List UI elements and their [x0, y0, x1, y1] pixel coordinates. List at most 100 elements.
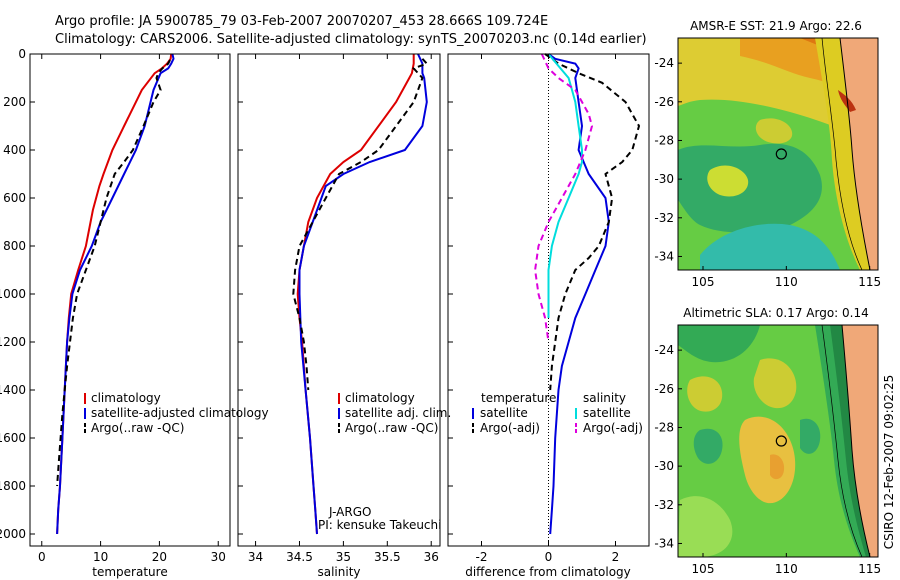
sla-ytick-label: -32: [654, 498, 674, 512]
sst-ytick-label: -24: [654, 56, 674, 70]
sst-xtick-label: 105: [692, 275, 715, 289]
temperature-xtick-label: 0: [38, 550, 46, 564]
salinity-panel: 34 34.5 35 35.5 36 salinity climatologysatel…: [237, 53, 451, 579]
salinity-frame: [237, 53, 441, 547]
difference-series-temperature-satellite: [547, 53, 610, 535]
sst-xtick-label: 115: [858, 275, 881, 289]
temperature-xtick-label: 30: [211, 550, 226, 564]
temperature-xtick-label: 10: [93, 550, 108, 564]
difference-lines: [534, 53, 641, 535]
difference-xtick-label: 2: [612, 550, 620, 564]
difference-legend-heading: temperature: [481, 391, 556, 405]
difference-ticks: -2 0 2: [448, 53, 620, 564]
depth-tick-label: 2000: [0, 527, 26, 541]
temperature-legend-label: Argo(..raw -QC): [91, 421, 184, 435]
sla-ticks: 105 110 115 -24 -26 -28 -30 -32 -34: [654, 343, 881, 576]
temperature-legend-label: climatology: [91, 391, 161, 405]
sla-ytick-label: -28: [654, 420, 674, 434]
difference-legend: temperaturesatelliteArgo(-adj)salinitysa…: [472, 391, 643, 435]
salinity-legend-label: Argo(..raw -QC): [345, 421, 438, 435]
title-line-2: Climatology: CARS2006. Satellite-adjuste…: [55, 32, 647, 47]
temperature-series-argo-raw-qc: [56, 59, 171, 487]
difference-legend-label: satellite: [583, 406, 631, 420]
salinity-xlabel: salinity: [317, 565, 360, 579]
difference-series-temperature-argo-adj: [544, 53, 641, 391]
difference-xlabel: difference from climatology: [465, 565, 631, 579]
salinity-series-satellite-adj-clim: [298, 53, 428, 535]
sst-frame: [677, 37, 879, 271]
difference-legend-heading: salinity: [583, 391, 626, 405]
difference-legend-label: Argo(-adj): [583, 421, 643, 435]
sla-ytick-label: -34: [654, 536, 674, 550]
sst-float-marker: [775, 148, 787, 160]
depth-tick-label: 600: [3, 191, 26, 205]
salinity-legend-label: satellite adj. clim.: [345, 406, 451, 420]
sla-field: [678, 325, 878, 557]
difference-xtick-label: 0: [545, 550, 553, 564]
sla-ytick-label: -26: [654, 382, 674, 396]
sla-argo-value: 0.14: [842, 306, 869, 320]
difference-legend-label: Argo(-adj): [480, 421, 540, 435]
salinity-series-argo-raw-qc: [292, 58, 429, 391]
temperature-xlabel: temperature: [92, 565, 167, 579]
sla-float-marker: [775, 435, 787, 447]
depth-tick-label: 1800: [0, 479, 26, 493]
sst-ytick-label: -32: [654, 211, 674, 225]
difference-legend-label: satellite: [480, 406, 528, 420]
side-timestamp: CSIRO 12-Feb-2007 09:02:25: [882, 375, 896, 550]
sst-ytick-label: -26: [654, 95, 674, 109]
sla-xtick-label: 110: [775, 562, 798, 576]
salinity-ticks: 34 34.5 35 35.5 36: [238, 53, 439, 564]
depth-tick-label: 0: [18, 47, 26, 61]
temperature-ticks: 0 10 20 30 0 200 400 600 800 1000 1200 1400 1600 1800…: [0, 47, 226, 564]
sst-xtick-label: 110: [775, 275, 798, 289]
salinity-annotation-program: J-ARGO: [328, 505, 371, 519]
depth-tick-label: 1600: [0, 431, 26, 445]
sst-ytick-label: -30: [654, 172, 674, 186]
temperature-lines: [56, 53, 175, 535]
depth-tick-label: 1200: [0, 335, 26, 349]
sst-value: 21.9: [769, 19, 796, 33]
sla-xtick-label: 105: [692, 562, 715, 576]
difference-xtick-label: -2: [476, 550, 488, 564]
salinity-legend-label: climatology: [345, 391, 415, 405]
depth-tick-label: 1000: [0, 287, 26, 301]
salinity-xtick-label: 35: [336, 550, 351, 564]
sla-map-title: Altimetric SLA: 0.17 Argo: 0.14: [683, 306, 868, 320]
sst-map-panel: AMSR-E SST: 21.9 Argo: 22.6 105 110 115 -24…: [654, 19, 881, 289]
sst-ytick-label: -34: [654, 249, 674, 263]
difference-series-salinity-argo-adj: [534, 53, 594, 343]
sla-ytick-label: -30: [654, 459, 674, 473]
sla-ytick-label: -24: [654, 343, 674, 357]
temperature-series-satellite-adjusted-climatology: [56, 53, 175, 535]
temperature-legend-label: satellite-adjusted climatology: [91, 406, 269, 420]
salinity-xtick-label: 34: [248, 550, 263, 564]
salinity-xtick-label: 36: [424, 550, 439, 564]
temperature-panel: 0 10 20 30 0 200 400 600 800 1000 1200 1400 1600 1800…: [0, 47, 269, 579]
sst-field: [678, 38, 878, 270]
difference-series-salinity-satellite: [547, 53, 583, 318]
difference-panel: -2 0 2 difference from climatology tempera…: [447, 53, 650, 579]
sla-frame: [677, 324, 879, 558]
temperature-frame: [29, 53, 231, 547]
sla-map-panel: Altimetric SLA: 0.17 Argo: 0.14 105 110 11…: [654, 306, 881, 576]
sla-value: 0.17: [776, 306, 803, 320]
sst-argo-value: 22.6: [835, 19, 862, 33]
salinity-lines: [292, 53, 429, 535]
depth-tick-label: 200: [3, 95, 26, 109]
sst-ticks: 105 110 115 -24 -26 -28 -30 -32 -34: [654, 56, 881, 289]
title-line-1: Argo profile: JA 5900785_79 03-Feb-2007 …: [55, 14, 548, 29]
temperature-series-climatology: [56, 53, 173, 535]
depth-tick-label: 800: [3, 239, 26, 253]
temperature-xtick-label: 20: [152, 550, 167, 564]
sla-xtick-label: 115: [858, 562, 881, 576]
salinity-annotation-pi: PI: kensuke Takeuchi: [318, 518, 441, 532]
salinity-xtick-label: 34.5: [286, 550, 313, 564]
sst-ytick-label: -28: [654, 133, 674, 147]
salinity-xtick-label: 35.5: [374, 550, 401, 564]
depth-tick-label: 400: [3, 143, 26, 157]
depth-tick-label: 1400: [0, 383, 26, 397]
